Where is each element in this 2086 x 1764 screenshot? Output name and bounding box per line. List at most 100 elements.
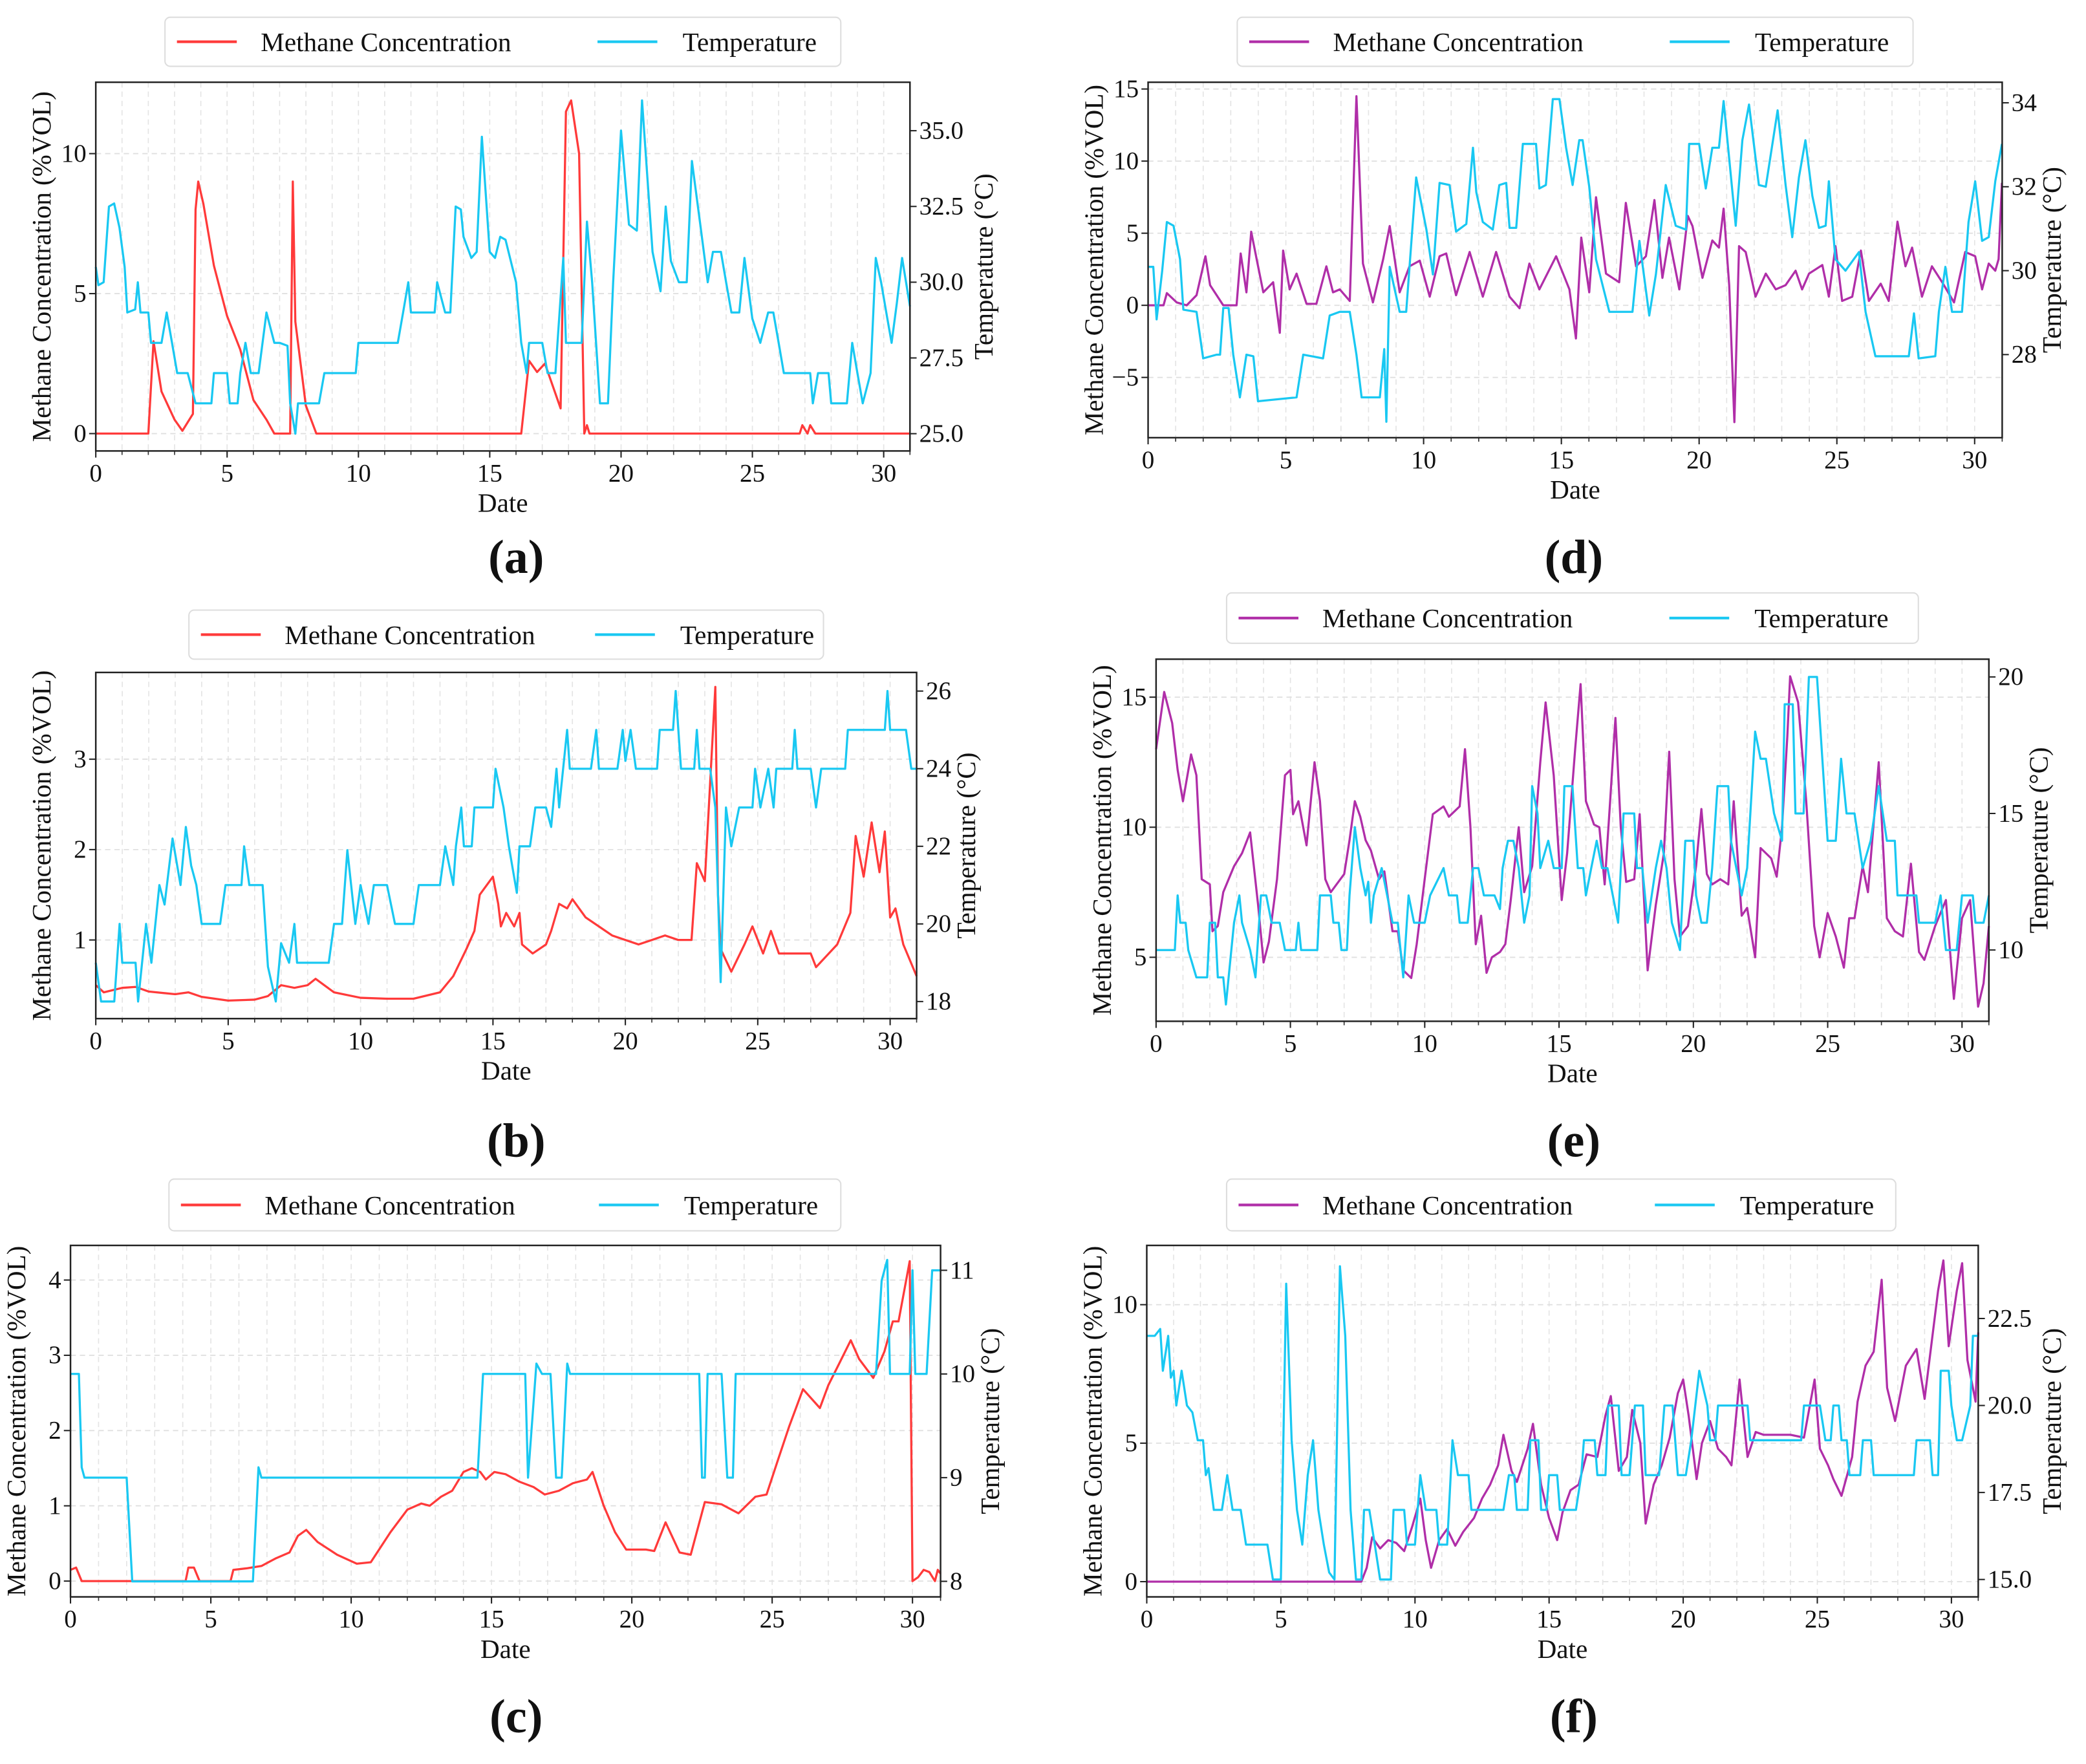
x-tick-label: 25	[760, 1606, 785, 1633]
y2-tick-label: 18	[926, 987, 951, 1015]
x-tick-label: 30	[877, 1027, 903, 1055]
y2-tick-label: 20.0	[1988, 1392, 2032, 1419]
y-tick-label: 3	[74, 745, 87, 773]
x-tick-label: 5	[204, 1606, 217, 1633]
x-tick-label: 5	[1274, 1606, 1287, 1633]
x-axis-label: Date	[1550, 475, 1600, 504]
y2-tick-label: 15	[1998, 799, 2023, 827]
y2-tick-label: 26	[926, 677, 951, 705]
x-tick-label: 30	[1950, 1030, 1975, 1058]
x-tick-label: 20	[1671, 1606, 1696, 1633]
y-tick-label: 3	[48, 1341, 61, 1369]
chart-panel-c: 0 5 10 15 20 25 30 0 1 2 3 4 8 9 10 11 Date Methane Conce…	[1, 1178, 1005, 1743]
x-tick-label: 30	[1939, 1606, 1964, 1633]
plot-frame	[1147, 81, 2003, 439]
y-tick-label: 5	[1126, 219, 1139, 247]
y-tick-label: 10	[1113, 147, 1139, 175]
y-axis-label: Methane Concentration (%VOL)	[27, 671, 56, 1021]
x-tick-label: 20	[1681, 1030, 1706, 1058]
x-tick-label: 30	[871, 460, 896, 488]
legend-label-temperature: Temperature	[1755, 27, 1889, 57]
panel-label: (a)	[488, 530, 544, 583]
y2-tick-label: 28	[2012, 341, 2037, 369]
y-tick-label: 4	[48, 1266, 61, 1294]
legend-label-methane: Methane Concentration	[1322, 1190, 1573, 1220]
y2-tick-label: 10	[950, 1360, 975, 1388]
x-tick-label: 0	[1142, 446, 1155, 474]
x-tick-label: 20	[1686, 446, 1712, 474]
temperature-line	[70, 1258, 941, 1583]
y2-tick-label: 27.5	[919, 344, 963, 372]
y2-tick-label: 15.0	[1988, 1565, 2032, 1593]
methane-concentration-line	[1146, 1259, 1979, 1583]
panel-label: (c)	[489, 1690, 543, 1743]
x-tick-label: 5	[1280, 446, 1293, 474]
y-axis-label: Methane Concentration (%VOL)	[1, 1246, 31, 1597]
x-tick-label: 15	[477, 460, 502, 488]
y-tick-label: 15	[1121, 683, 1146, 711]
y-axis-label: Methane Concentration (%VOL)	[27, 91, 56, 442]
y2-tick-label: 30	[2012, 257, 2037, 285]
x-tick-label: 0	[1141, 1606, 1154, 1633]
temperature-line	[1146, 1265, 1979, 1581]
legend-box	[188, 609, 824, 660]
legend-label-temperature: Temperature	[1740, 1190, 1874, 1220]
y-tick-label: 2	[74, 835, 87, 863]
x-tick-label: 0	[89, 460, 102, 488]
y-tick-label: 10	[61, 140, 87, 167]
panel-label: (e)	[1547, 1114, 1600, 1167]
legend-label-methane: Methane Concentration	[285, 620, 535, 650]
panel-label: (d)	[1545, 530, 1604, 583]
y2-tick-label: 35.0	[919, 116, 963, 144]
y-tick-label: 0	[1126, 292, 1139, 319]
x-axis-label: Date	[1547, 1059, 1598, 1088]
y2-axis-label: Temperature (°C)	[969, 173, 998, 360]
y-axis-label: Methane Concentration (%VOL)	[1077, 1246, 1107, 1597]
y2-tick-label: 20	[926, 910, 951, 938]
legend-box	[1225, 592, 1919, 644]
y2-axis-label: Temperature (°C)	[2023, 747, 2053, 933]
x-tick-label: 25	[1824, 446, 1849, 474]
x-tick-label: 30	[1962, 446, 1987, 474]
y2-tick-label: 22.5	[1988, 1304, 2032, 1332]
legend-label-temperature: Temperature	[680, 620, 814, 650]
x-tick-label: 30	[900, 1606, 925, 1633]
x-tick-label: 25	[745, 1027, 770, 1055]
y2-tick-label: 32	[2012, 173, 2037, 200]
y-tick-label: 0	[1125, 1567, 1138, 1595]
plot-frame	[94, 671, 918, 1020]
x-tick-label: 0	[64, 1606, 77, 1633]
x-tick-label: 15	[1536, 1606, 1562, 1633]
y-tick-label: 0	[74, 420, 87, 447]
x-tick-label: 15	[1547, 1030, 1572, 1058]
x-tick-label: 10	[339, 1606, 364, 1633]
y-tick-label: −5	[1112, 363, 1139, 391]
chart-panel-a: 0 5 10 15 20 25 30 0 5 10 25.0 27.5 30.0 32.5 35.0 Date…	[27, 16, 998, 583]
legend-box	[168, 1178, 842, 1232]
y-tick-label: 15	[1113, 75, 1139, 103]
x-axis-label: Date	[480, 1634, 531, 1664]
x-tick-label: 10	[346, 460, 371, 488]
y2-tick-label: 32.5	[919, 193, 963, 220]
y2-tick-label: 20	[1998, 663, 2023, 691]
chart-panel-f: 0 5 10 15 20 25 30 0 5 10 15.0 17.5 20.0 22.5 Date Meth…	[1077, 1178, 2067, 1743]
x-tick-label: 5	[222, 1027, 235, 1055]
x-tick-label: 10	[1412, 1030, 1437, 1058]
chart-panel-b: 0 5 10 15 20 25 30 1 2 3 18 20 22 24 26 Date Methane Con…	[27, 609, 981, 1167]
legend-box	[1225, 1178, 1897, 1232]
legend-label-methane: Methane Concentration	[261, 27, 511, 57]
x-tick-label: 10	[1411, 446, 1436, 474]
legend-label-temperature: Temperature	[684, 1190, 818, 1220]
legend: Methane Concentration Temperature	[168, 1178, 842, 1232]
plot-frame	[69, 1244, 941, 1598]
y2-tick-label: 17.5	[1988, 1478, 2032, 1506]
legend: Methane Concentration Temperature	[1236, 16, 1914, 67]
x-axis-label: Date	[481, 1056, 532, 1086]
x-tick-label: 15	[1549, 446, 1574, 474]
y2-tick-label: 24	[926, 755, 951, 782]
methane-concentration-line	[70, 1260, 941, 1582]
x-tick-label: 0	[89, 1027, 102, 1055]
legend-label-temperature: Temperature	[683, 27, 817, 57]
legend-label-methane: Methane Concentration	[1333, 27, 1584, 57]
